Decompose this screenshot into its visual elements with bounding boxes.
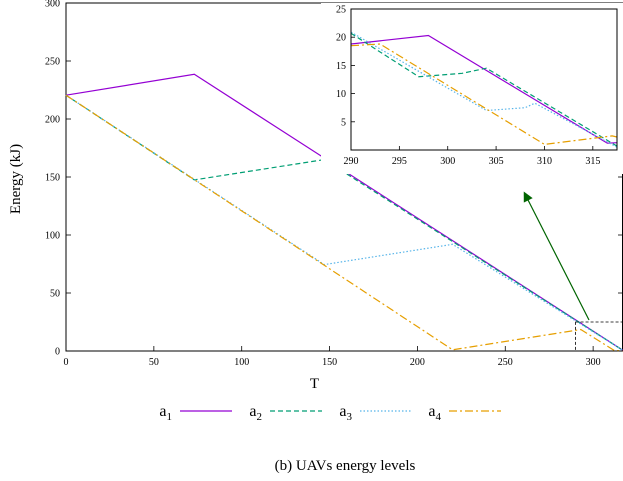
series-line-a1 <box>65 73 623 351</box>
x-tick-label: 100 <box>234 357 249 368</box>
y-tick-label: 300 <box>45 0 60 10</box>
x-tick-label: 50 <box>149 357 159 368</box>
legend-label: a3 <box>339 403 352 423</box>
x-tick-label: 250 <box>498 357 513 368</box>
inset-y-tick-label: 5 <box>341 117 346 128</box>
y-tick-label: 0 <box>55 347 60 358</box>
zoom-arrow <box>523 191 590 321</box>
y-tick-label: 250 <box>45 57 60 68</box>
x-axis-label: T <box>310 376 319 392</box>
x-tick-label: 200 <box>410 357 425 368</box>
legend-item-a1: a1 <box>159 403 232 423</box>
y-tick-label: 200 <box>45 115 60 126</box>
x-tick-label: 300 <box>586 357 601 368</box>
legend: a1 a2 a3 a4 <box>159 403 501 423</box>
inset-y-tick-label: 10 <box>336 89 346 100</box>
legend-item-a2: a2 <box>249 403 322 423</box>
y-axis-label: Energy (kJ) <box>8 144 24 214</box>
inset-frame <box>350 8 618 151</box>
inset-x-tick-label: 310 <box>537 156 552 167</box>
y-tick-label: 100 <box>45 231 60 242</box>
inset-series-line-a1 <box>351 34 617 144</box>
x-tick-label: 0 <box>64 357 69 368</box>
inset-y-tick-label: 15 <box>336 61 346 72</box>
legend-label: a2 <box>249 403 262 423</box>
inset-y-tick-label: 25 <box>336 5 346 16</box>
zoom-annotation <box>523 191 623 352</box>
inset-x-tick-label: 300 <box>440 156 455 167</box>
inset-background <box>321 3 623 174</box>
legend-item-a4: a4 <box>428 403 501 423</box>
inset-series-line-a2 <box>351 32 617 147</box>
figure-caption: (b) UAVs energy levels <box>275 458 416 474</box>
zoom-inset-plot: 290 295 300 305 310 315 5 10 15 20 25 <box>321 3 623 174</box>
inset-x-tick-label: 315 <box>585 156 600 167</box>
y-tick-label: 50 <box>50 289 60 300</box>
legend-label: a4 <box>428 403 441 423</box>
inset-y-tick-label: 20 <box>336 33 346 44</box>
legend-label: a1 <box>159 403 172 423</box>
inset-x-tick-label: 295 <box>392 156 407 167</box>
inset-series-line-a4 <box>351 43 617 146</box>
y-tick-label: 150 <box>45 173 60 184</box>
x-tick-label: 150 <box>322 357 337 368</box>
inset-x-tick-label: 305 <box>489 156 504 167</box>
legend-item-a3: a3 <box>339 403 412 423</box>
series-line-a3 <box>65 94 623 351</box>
inset-x-tick-label: 290 <box>344 156 359 167</box>
